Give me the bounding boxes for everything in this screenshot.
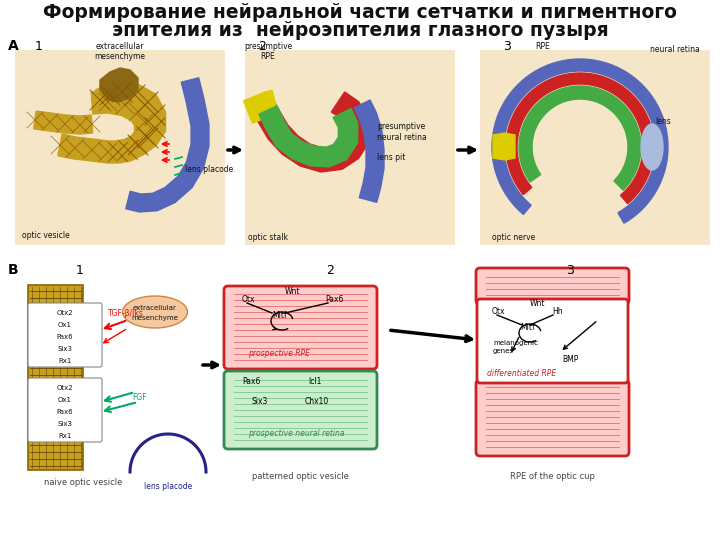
Text: Chx10: Chx10 [305,397,329,407]
Polygon shape [34,111,93,134]
Polygon shape [243,90,278,123]
Text: extracellular: extracellular [133,305,177,311]
Text: 2: 2 [258,39,266,52]
Text: Icl1: Icl1 [308,377,321,387]
Text: Six3: Six3 [252,397,269,407]
Text: prospective neural retina: prospective neural retina [248,429,344,438]
Text: Rx1: Rx1 [58,359,72,364]
Bar [480,50,710,245]
Text: Wnt: Wnt [530,300,546,308]
Text: BMP: BMP [562,355,578,364]
Text: Формирование нейральной части сетчатки и пигментного: Формирование нейральной части сетчатки и… [43,3,677,23]
Text: Mitf: Mitf [272,310,287,320]
Text: mesenchyme: mesenchyme [132,315,179,321]
Polygon shape [58,91,156,163]
Text: A: A [8,39,19,53]
Text: B: B [8,263,19,277]
Polygon shape [259,106,358,167]
Text: Mitf: Mitf [520,322,535,332]
FancyBboxPatch shape [224,371,377,449]
Text: presumptive
neural retina: presumptive neural retina [377,122,427,141]
Bar [28,285,83,470]
Text: Pax6: Pax6 [325,295,343,305]
Text: patterned optic vesicle: patterned optic vesicle [251,472,348,481]
Polygon shape [100,68,138,102]
Text: Pax6: Pax6 [57,334,73,340]
Text: lens placode: lens placode [144,482,192,491]
Text: Pax6: Pax6 [57,409,73,415]
Text: Otx: Otx [242,295,256,305]
Text: TGF-β/lks: TGF-β/lks [108,309,144,318]
FancyBboxPatch shape [476,268,629,304]
Polygon shape [493,133,515,160]
Text: differentiated RPE: differentiated RPE [487,369,557,378]
Polygon shape [519,86,641,190]
Text: RPE: RPE [536,42,550,51]
Text: lens: lens [655,118,671,126]
Text: Otx2: Otx2 [57,310,73,316]
FancyBboxPatch shape [224,286,377,369]
Text: melanogenic
genes: melanogenic genes [493,341,538,354]
Text: Hh: Hh [552,307,562,316]
FancyBboxPatch shape [28,378,102,442]
Text: Pax6: Pax6 [242,377,261,387]
Text: optic vesicle: optic vesicle [22,231,70,240]
Text: 1: 1 [35,39,43,52]
Text: Ox1: Ox1 [58,322,72,328]
Polygon shape [506,73,654,204]
Text: neural retina: neural retina [650,45,700,54]
Text: 2: 2 [326,264,334,276]
Text: Otx: Otx [492,307,505,316]
Polygon shape [249,92,369,172]
Ellipse shape [122,296,187,328]
Text: optic nerve: optic nerve [492,233,535,242]
Text: Otx2: Otx2 [57,386,73,392]
Text: optic stalk: optic stalk [248,233,288,242]
Text: naive optic vesicle: naive optic vesicle [44,478,122,487]
Text: эпителия из  нейроэпителия глазного пузыря: эпителия из нейроэпителия глазного пузыр… [112,22,608,40]
Ellipse shape [641,124,663,170]
FancyBboxPatch shape [477,299,628,383]
Text: RPE of the optic cup: RPE of the optic cup [510,472,595,481]
Bar [15,50,225,245]
Text: presumptive
RPE: presumptive RPE [244,42,292,62]
Text: lens pit: lens pit [377,153,405,163]
FancyBboxPatch shape [476,380,629,456]
Text: 3: 3 [503,39,511,52]
Text: Ox1: Ox1 [58,397,72,403]
Text: lens placode: lens placode [185,165,233,174]
Text: extracellular
mesenchyme: extracellular mesenchyme [94,42,145,62]
Text: FGF: FGF [132,394,147,402]
Text: Six3: Six3 [58,346,73,353]
Text: 3: 3 [566,264,574,276]
Text: Rx1: Rx1 [58,434,72,440]
Polygon shape [95,81,166,163]
Text: 1: 1 [76,264,84,276]
Text: Six3: Six3 [58,421,73,427]
Text: prospective RPE: prospective RPE [248,349,310,358]
Polygon shape [534,101,626,193]
Polygon shape [354,100,384,202]
Text: Wnt: Wnt [285,287,300,296]
Polygon shape [492,59,668,223]
FancyBboxPatch shape [28,303,102,367]
Polygon shape [126,78,209,212]
Bar [245,50,455,245]
